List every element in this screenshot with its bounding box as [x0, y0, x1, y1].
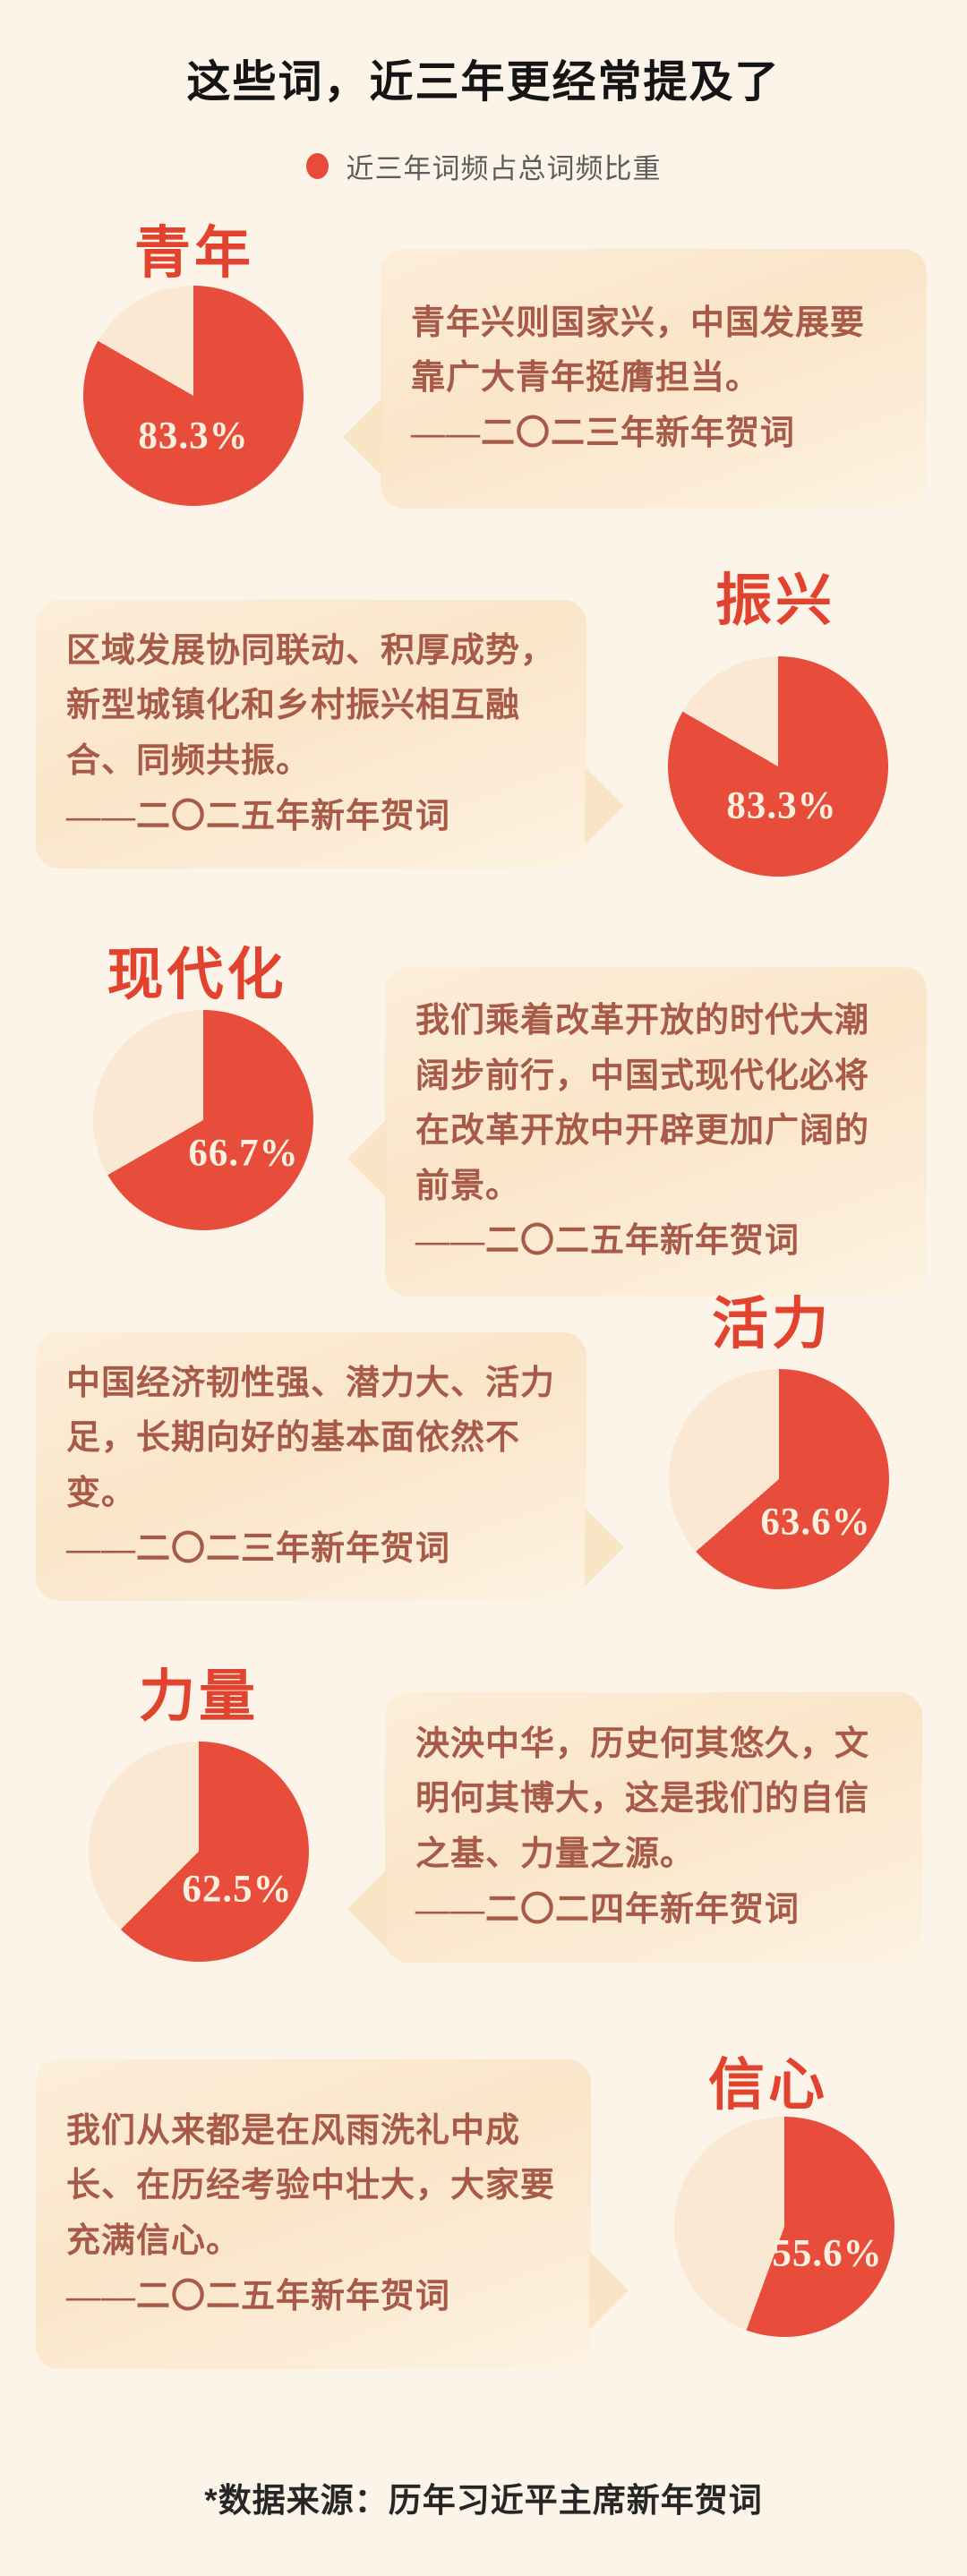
quote-attribution: ——二〇二四年新年贺词 — [415, 1890, 800, 1929]
percent-label: 83.3% — [138, 415, 249, 458]
word-label: 现代化 — [107, 944, 287, 1006]
bubble-tail-icon — [585, 1508, 624, 1587]
quote-text: 泱泱中华，历史何其悠久，文明何其博大，这是我们的自信之基、力量之源。 — [415, 1724, 870, 1873]
quote-bubble: 我们从来都是在风雨洗礼中成长、在历经考验中壮大，大家要充满信心。 ——二〇二五年… — [36, 2059, 629, 2369]
pie-chart: 55.6% — [674, 2117, 894, 2337]
quote-bubble: 青年兴则国家兴，中国发展要靠广大青年挺膺担当。 ——二〇二三年新年贺词 — [343, 249, 927, 509]
quote-text: 区域发展协同联动、积厚成势，新型城镇化和乡村振兴相互融合、同频共振。 — [66, 631, 556, 780]
quote-bubble: 泱泱中华，历史何其悠久，文明何其博大，这是我们的自信之基、力量之源。 ——二〇二… — [347, 1692, 922, 1963]
quote-bubble: 区域发展协同联动、积厚成势，新型城镇化和乡村振兴相互融合、同频共振。 ——二〇二… — [36, 600, 624, 869]
quote-bubble: 中国经济韧性强、潜力大、活力足，长期向好的基本面依然不变。 ——二〇二三年新年贺… — [36, 1332, 624, 1601]
bubble-tail-icon — [347, 1870, 387, 1948]
legend: 近三年词频占总词频比重 — [0, 146, 967, 186]
quote-attribution: ——二〇二五年新年贺词 — [66, 797, 451, 835]
quote-text: 我们乘着改革开放的时代大潮阔步前行，中国式现代化必将在改革开放中开辟更加广阔的前… — [415, 1002, 870, 1205]
quote-attribution: ——二〇二三年新年贺词 — [411, 414, 796, 452]
legend-dot-icon — [305, 153, 329, 179]
word-label: 信心 — [708, 2054, 828, 2117]
bubble-tail-icon — [585, 766, 624, 845]
pie-chart: 83.3% — [668, 656, 888, 877]
quote-attribution: ——二〇二五年新年贺词 — [66, 2277, 451, 2315]
pie-chart: 63.6% — [669, 1369, 889, 1589]
word-label: 力量 — [139, 1665, 259, 1728]
bubble-tail-icon — [347, 1119, 387, 1198]
data-source-note: *数据来源：历年习近平主席新年贺词 — [204, 2482, 763, 2519]
percent-label: 66.7% — [188, 1132, 299, 1175]
quote-attribution: ——二〇二三年新年贺词 — [66, 1529, 451, 1568]
legend-label: 近三年词频占总词频比重 — [346, 153, 662, 184]
word-label: 振兴 — [715, 569, 835, 632]
quote-text: 青年兴则国家兴，中国发展要靠广大青年挺膺担当。 — [411, 304, 866, 398]
percent-label: 63.6% — [760, 1501, 871, 1544]
percent-label: 83.3% — [726, 784, 837, 827]
pie-chart: 66.7% — [93, 1010, 313, 1230]
bubble-tail-icon — [589, 2251, 629, 2330]
word-label: 青年 — [134, 222, 254, 285]
quote-text: 我们从来都是在风雨洗礼中成长、在历经考验中壮大，大家要充满信心。 — [66, 2111, 556, 2260]
quote-bubble: 我们乘着改革开放的时代大潮阔步前行，中国式现代化必将在改革开放中开辟更加广阔的前… — [347, 967, 927, 1297]
quote-attribution: ——二〇二五年新年贺词 — [415, 1222, 800, 1261]
word-label: 活力 — [712, 1293, 832, 1356]
page-title: 这些词，近三年更经常提及了 — [186, 58, 781, 107]
bubble-tail-icon — [343, 398, 382, 476]
percent-label: 62.5% — [182, 1868, 293, 1911]
percent-label: 55.6% — [772, 2232, 883, 2275]
quote-text: 中国经济韧性强、潜力大、活力足，长期向好的基本面依然不变。 — [66, 1364, 556, 1512]
pie-chart: 62.5% — [89, 1742, 309, 1962]
pie-chart: 83.3% — [83, 286, 304, 506]
